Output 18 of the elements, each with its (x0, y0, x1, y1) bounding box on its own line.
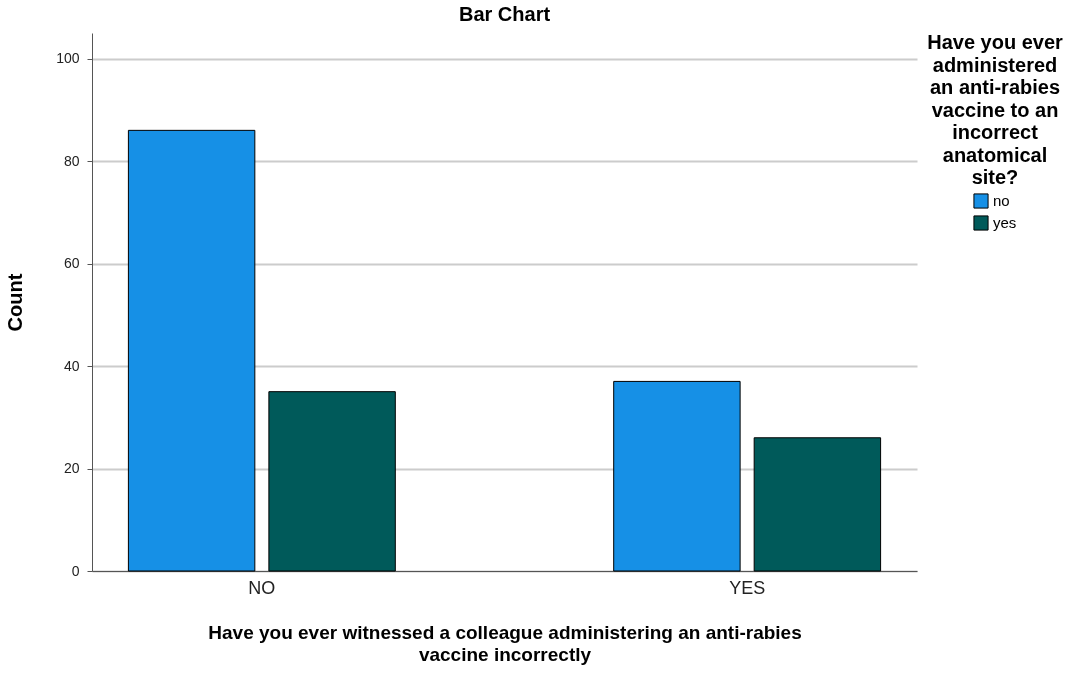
bar (127, 129, 256, 572)
chart-title: Bar Chart (458, 3, 551, 25)
y-tick-label: 60 (63, 255, 80, 272)
bar (613, 380, 741, 572)
y-tick-label: 40 (63, 357, 80, 374)
y-tick-label: 100 (56, 50, 80, 67)
bar (753, 437, 882, 572)
legend-title: Have you ever administered an anti-rabies vaccine to an incorrect anatomical site? (927, 31, 1064, 188)
x-tick-label: YES (729, 577, 766, 598)
legend-label: yes (993, 214, 1017, 231)
x-tick-label: NO (248, 577, 276, 598)
bar (268, 391, 396, 572)
y-tick-label: 20 (63, 460, 80, 477)
legend-label: no (993, 192, 1010, 209)
y-axis-title: Count (4, 273, 27, 332)
y-tick-label: 80 (63, 152, 80, 169)
y-tick-label: 0 (71, 562, 80, 579)
x-axis-title: Have you ever witnessed a colleague administering an anti-rabies vaccine incorrectly (208, 621, 802, 665)
